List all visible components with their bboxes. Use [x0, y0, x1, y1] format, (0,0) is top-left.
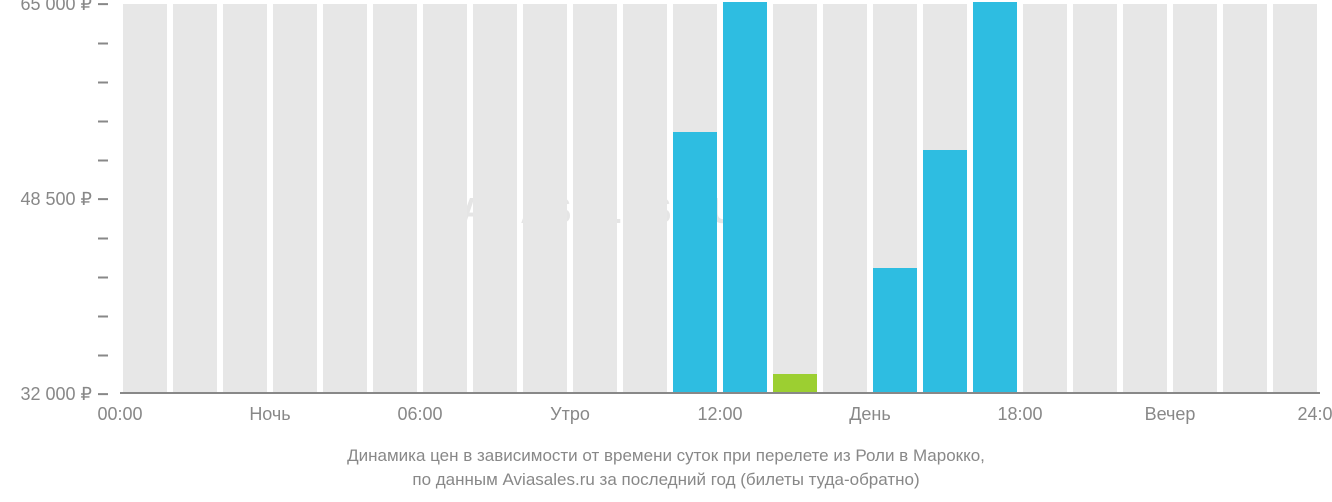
- y-tick-label: 48 500 ₽: [20, 189, 92, 209]
- hour-slot-bg: [1273, 4, 1317, 392]
- x-axis-label: Утро: [550, 404, 590, 425]
- hour-slot-bg: [623, 4, 667, 392]
- hour-slot-bg: [123, 4, 167, 392]
- y-tick-minor: [0, 72, 108, 93]
- hour-slot: [320, 4, 370, 392]
- hour-slot: [520, 4, 570, 392]
- chart-caption-line2: по данным Aviasales.ru за последний год …: [0, 470, 1332, 490]
- hour-slot: [370, 4, 420, 392]
- hour-slot: [1070, 4, 1120, 392]
- y-tick-mark: [98, 160, 108, 162]
- y-tick-mark: [98, 43, 108, 45]
- y-tick-major: 65 000 ₽: [0, 0, 108, 15]
- plot-area: AVIASALES.RU: [120, 4, 1320, 394]
- hour-slot: [120, 4, 170, 392]
- y-tick-mark: [98, 121, 108, 123]
- hour-slot: [220, 4, 270, 392]
- hour-slot: [820, 4, 870, 392]
- hour-slot-bg: [273, 4, 317, 392]
- hour-slot: [270, 4, 320, 392]
- y-axis: 65 000 ₽48 500 ₽32 000 ₽: [0, 0, 120, 395]
- y-tick-mark: [98, 316, 108, 318]
- hour-slot: [1020, 4, 1070, 392]
- y-tick-minor: [0, 150, 108, 171]
- y-tick-label: 32 000 ₽: [20, 384, 92, 404]
- hour-slot-bg: [473, 4, 517, 392]
- price-bar[interactable]: [673, 132, 717, 392]
- x-axis-label: 18:00: [997, 404, 1042, 425]
- x-axis: 00:00Ночь06:00Утро12:00День18:00Вечер24:…: [120, 398, 1320, 438]
- hour-slot: [870, 4, 920, 392]
- x-axis-label: День: [849, 404, 891, 425]
- y-tick-minor: [0, 111, 108, 132]
- x-axis-label: 06:00: [397, 404, 442, 425]
- hour-slot: [570, 4, 620, 392]
- y-tick-major: 48 500 ₽: [0, 188, 108, 210]
- y-tick-mark: [98, 277, 108, 279]
- y-tick-major: 32 000 ₽: [0, 383, 108, 405]
- hour-slot: [670, 4, 720, 392]
- y-tick-minor: [0, 228, 108, 249]
- hour-slot-bg: [223, 4, 267, 392]
- x-axis-label: 24:00: [1297, 404, 1332, 425]
- y-tick-mark: [98, 355, 108, 357]
- hour-slot: [1120, 4, 1170, 392]
- hour-slot-bg: [523, 4, 567, 392]
- hour-slot: [720, 4, 770, 392]
- hour-slot: [470, 4, 520, 392]
- y-tick-mark: [98, 238, 108, 240]
- x-axis-label: 12:00: [697, 404, 742, 425]
- hour-slot-bg: [773, 4, 817, 392]
- price-bar[interactable]: [773, 374, 817, 392]
- y-tick-label: 65 000 ₽: [20, 0, 92, 14]
- hour-slot-bg: [1123, 4, 1167, 392]
- hour-slot-bg: [1073, 4, 1117, 392]
- y-tick-mark: [98, 82, 108, 84]
- hour-slot-bg: [1173, 4, 1217, 392]
- hour-slot-bg: [423, 4, 467, 392]
- hour-slot: [770, 4, 820, 392]
- price-by-hour-chart: 65 000 ₽ 48 500 ₽ 32 000 ₽ AVIASALES.RU 00…: [0, 0, 1332, 502]
- hour-slot: [1170, 4, 1220, 392]
- hour-slot: [170, 4, 220, 392]
- price-bar[interactable]: [723, 2, 767, 392]
- hour-slot: [1220, 4, 1270, 392]
- y-tick-mark: [98, 393, 108, 395]
- y-tick-minor: [0, 306, 108, 327]
- hour-slot-bg: [173, 4, 217, 392]
- hour-slot-bg: [823, 4, 867, 392]
- hour-slot: [1270, 4, 1320, 392]
- chart-caption-line1: Динамика цен в зависимости от времени су…: [0, 446, 1332, 466]
- hour-slot-bg: [1023, 4, 1067, 392]
- y-tick-minor: [0, 33, 108, 54]
- hour-slot-bg: [323, 4, 367, 392]
- hour-slot: [920, 4, 970, 392]
- y-tick-mark: [98, 198, 108, 200]
- hour-slot: [970, 4, 1020, 392]
- price-bar[interactable]: [973, 2, 1017, 392]
- hour-slot-bg: [573, 4, 617, 392]
- hour-slot-bg: [1223, 4, 1267, 392]
- price-bar[interactable]: [873, 268, 917, 392]
- x-axis-label: Вечер: [1145, 404, 1196, 425]
- y-tick-mark: [98, 3, 108, 5]
- y-tick-minor: [0, 267, 108, 288]
- y-tick-minor: [0, 345, 108, 366]
- price-bar[interactable]: [923, 150, 967, 392]
- hour-slot-bg: [373, 4, 417, 392]
- hour-slot: [620, 4, 670, 392]
- x-axis-label: 00:00: [97, 404, 142, 425]
- hour-slot: [420, 4, 470, 392]
- x-axis-label: Ночь: [249, 404, 290, 425]
